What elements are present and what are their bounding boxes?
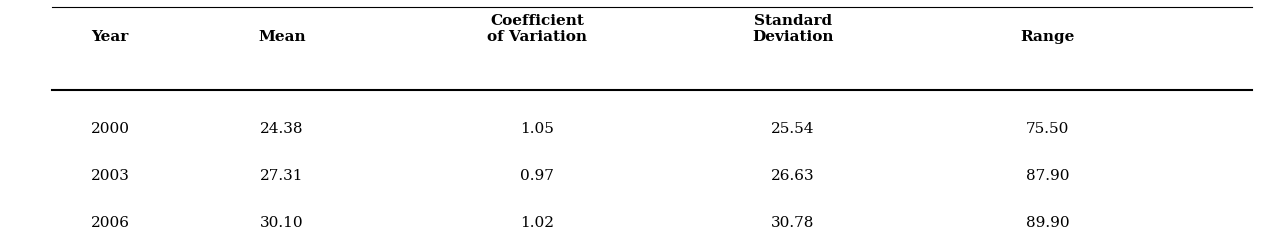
- Text: Standard
Deviation: Standard Deviation: [752, 14, 834, 44]
- Text: 27.31: 27.31: [261, 168, 304, 182]
- Text: 87.90: 87.90: [1026, 168, 1069, 182]
- Text: 30.78: 30.78: [771, 215, 815, 229]
- Text: 75.50: 75.50: [1026, 122, 1069, 136]
- Text: 25.54: 25.54: [771, 122, 815, 136]
- Text: Mean: Mean: [258, 30, 306, 44]
- Text: 89.90: 89.90: [1026, 215, 1069, 229]
- Text: 24.38: 24.38: [261, 122, 304, 136]
- Text: 2006: 2006: [91, 215, 129, 229]
- Text: 1.05: 1.05: [521, 122, 554, 136]
- Text: 2000: 2000: [91, 122, 129, 136]
- Text: Year: Year: [91, 30, 128, 44]
- Text: 30.10: 30.10: [261, 215, 304, 229]
- Text: Coefficient
of Variation: Coefficient of Variation: [487, 14, 587, 44]
- Text: 1.02: 1.02: [521, 215, 554, 229]
- Text: 0.97: 0.97: [521, 168, 554, 182]
- Text: 26.63: 26.63: [771, 168, 815, 182]
- Text: 2003: 2003: [91, 168, 129, 182]
- Text: Range: Range: [1021, 30, 1076, 44]
